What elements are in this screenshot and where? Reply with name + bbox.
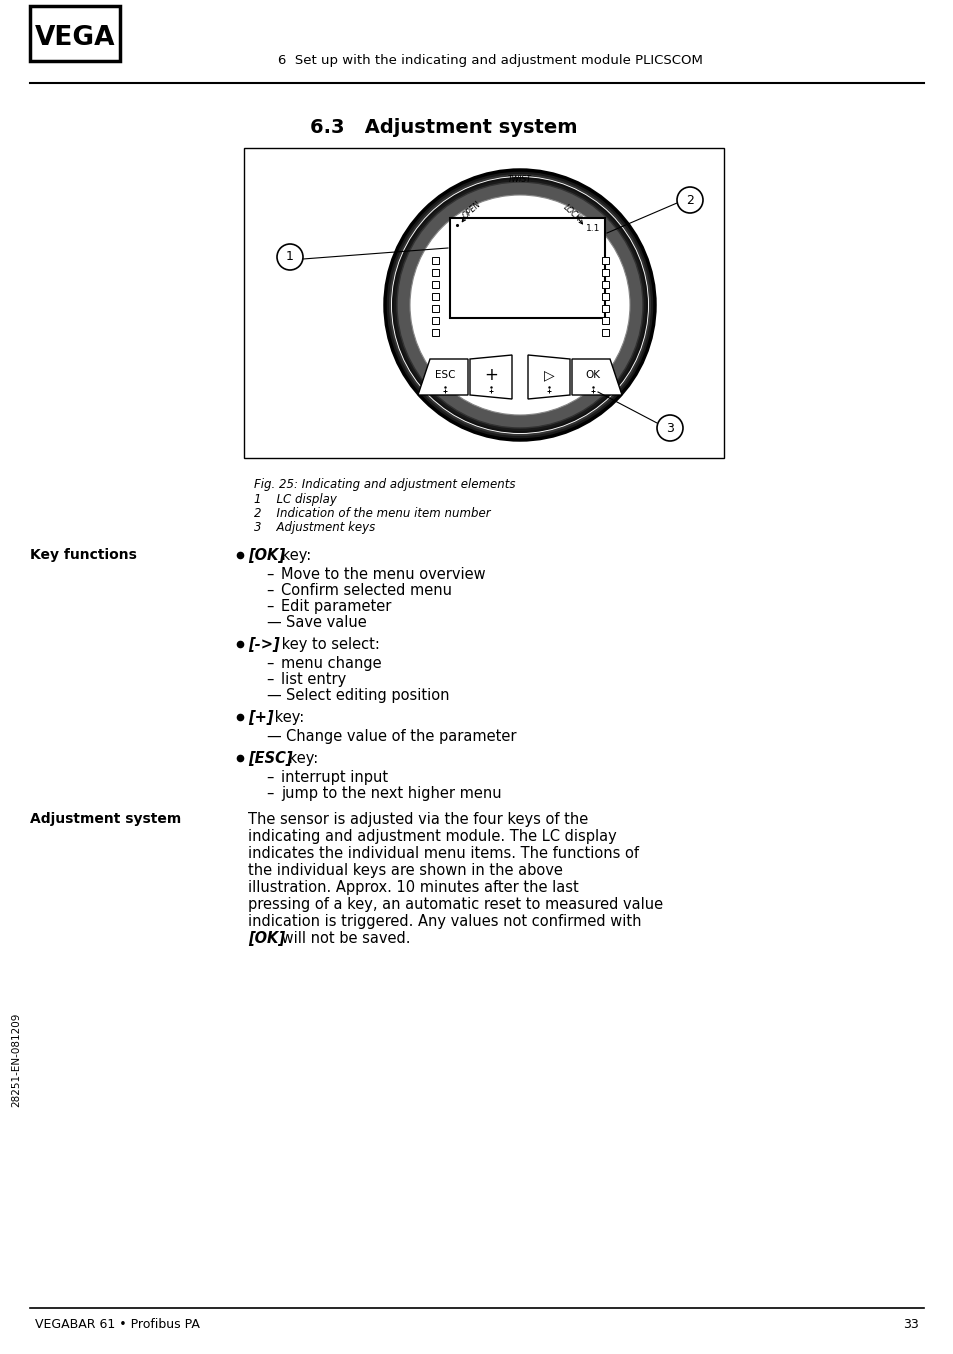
Text: [OK]: [OK] xyxy=(248,932,285,946)
Text: VEGA: VEGA xyxy=(34,24,115,51)
Bar xyxy=(450,218,604,318)
Text: interrupt input: interrupt input xyxy=(281,770,388,785)
Bar xyxy=(601,257,608,264)
Text: –: – xyxy=(266,787,274,802)
Text: indication is triggered. Any values not confirmed with: indication is triggered. Any values not … xyxy=(248,914,640,929)
Text: ESC: ESC xyxy=(435,370,455,380)
Polygon shape xyxy=(470,355,512,399)
Bar xyxy=(432,305,438,311)
Bar xyxy=(601,292,608,301)
Text: OK: OK xyxy=(585,370,599,380)
Text: [OK]: [OK] xyxy=(248,548,285,563)
Bar xyxy=(432,282,438,288)
Text: 6  Set up with the indicating and adjustment module PLICSCOM: 6 Set up with the indicating and adjustm… xyxy=(277,54,701,66)
Text: [ESC]: [ESC] xyxy=(248,751,293,766)
Text: 1    LC display: 1 LC display xyxy=(253,493,336,506)
Text: OPEN: OPEN xyxy=(460,199,482,221)
Text: indicating and adjustment module. The LC display: indicating and adjustment module. The LC… xyxy=(248,829,616,844)
Text: ▷: ▷ xyxy=(543,368,554,382)
Text: –: – xyxy=(266,672,274,686)
Bar xyxy=(432,292,438,301)
Text: –: – xyxy=(266,567,274,582)
Text: key to select:: key to select: xyxy=(276,636,379,653)
Text: The sensor is adjusted via the four keys of the: The sensor is adjusted via the four keys… xyxy=(248,812,588,827)
Text: –: – xyxy=(266,598,274,613)
Text: –: – xyxy=(266,770,274,785)
Text: 3: 3 xyxy=(665,421,673,435)
Bar xyxy=(601,305,608,311)
Text: [->]: [->] xyxy=(248,636,279,653)
Text: —: — xyxy=(266,728,280,743)
Text: [+]: [+] xyxy=(248,709,274,724)
Polygon shape xyxy=(572,359,621,395)
Text: Save value: Save value xyxy=(286,615,366,630)
Text: key:: key: xyxy=(276,548,311,563)
Bar xyxy=(601,282,608,288)
Circle shape xyxy=(385,171,655,440)
Text: —: — xyxy=(266,688,280,703)
Text: VEGABAR 61 • Profibus PA: VEGABAR 61 • Profibus PA xyxy=(35,1319,200,1331)
Circle shape xyxy=(390,175,649,435)
Text: illustration. Approx. 10 minutes after the last: illustration. Approx. 10 minutes after t… xyxy=(248,880,578,895)
Text: Adjustment system: Adjustment system xyxy=(30,812,181,826)
Text: 6.3   Adjustment system: 6.3 Adjustment system xyxy=(310,118,577,137)
Bar xyxy=(432,269,438,276)
Text: Key functions: Key functions xyxy=(30,548,136,562)
Text: Confirm selected menu: Confirm selected menu xyxy=(281,584,452,598)
Text: key:: key: xyxy=(270,709,304,724)
Circle shape xyxy=(410,195,629,414)
Text: 3    Adjustment keys: 3 Adjustment keys xyxy=(253,521,375,533)
Text: 28251-EN-081209: 28251-EN-081209 xyxy=(11,1013,21,1108)
Text: Move to the menu overview: Move to the menu overview xyxy=(281,567,485,582)
Text: —: — xyxy=(266,615,280,630)
Text: 2    Indication of the menu item number: 2 Indication of the menu item number xyxy=(253,506,490,520)
Text: jump to the next higher menu: jump to the next higher menu xyxy=(281,787,501,802)
Polygon shape xyxy=(417,359,468,395)
Bar xyxy=(432,317,438,324)
Bar xyxy=(601,329,608,336)
Text: menu change: menu change xyxy=(281,655,381,672)
Circle shape xyxy=(393,177,646,432)
Text: key:: key: xyxy=(284,751,318,766)
Bar xyxy=(244,148,723,458)
Text: will not be saved.: will not be saved. xyxy=(276,932,410,946)
Text: LOCK: LOCK xyxy=(560,203,582,223)
Bar xyxy=(30,5,120,61)
Text: the individual keys are shown in the above: the individual keys are shown in the abo… xyxy=(248,862,562,877)
Text: –: – xyxy=(266,655,274,672)
Circle shape xyxy=(396,181,642,428)
Bar xyxy=(432,329,438,336)
Text: pressing of a key, an automatic reset to measured value: pressing of a key, an automatic reset to… xyxy=(248,896,662,913)
Bar xyxy=(601,269,608,276)
Text: 1.1: 1.1 xyxy=(585,223,599,233)
Text: TWIST: TWIST xyxy=(508,176,532,184)
Text: Select editing position: Select editing position xyxy=(286,688,449,703)
Text: 33: 33 xyxy=(902,1319,918,1331)
Text: –: – xyxy=(266,584,274,598)
Text: 2: 2 xyxy=(685,194,693,207)
Bar xyxy=(432,257,438,264)
Text: Fig. 25: Indicating and adjustment elements: Fig. 25: Indicating and adjustment eleme… xyxy=(253,478,515,492)
Text: indicates the individual menu items. The functions of: indicates the individual menu items. The… xyxy=(248,846,639,861)
Polygon shape xyxy=(527,355,569,399)
Text: +: + xyxy=(483,366,497,385)
Text: Edit parameter: Edit parameter xyxy=(281,598,391,613)
Text: list entry: list entry xyxy=(281,672,346,686)
Text: Change value of the parameter: Change value of the parameter xyxy=(286,728,516,743)
Bar xyxy=(601,317,608,324)
Text: 1: 1 xyxy=(286,250,294,264)
